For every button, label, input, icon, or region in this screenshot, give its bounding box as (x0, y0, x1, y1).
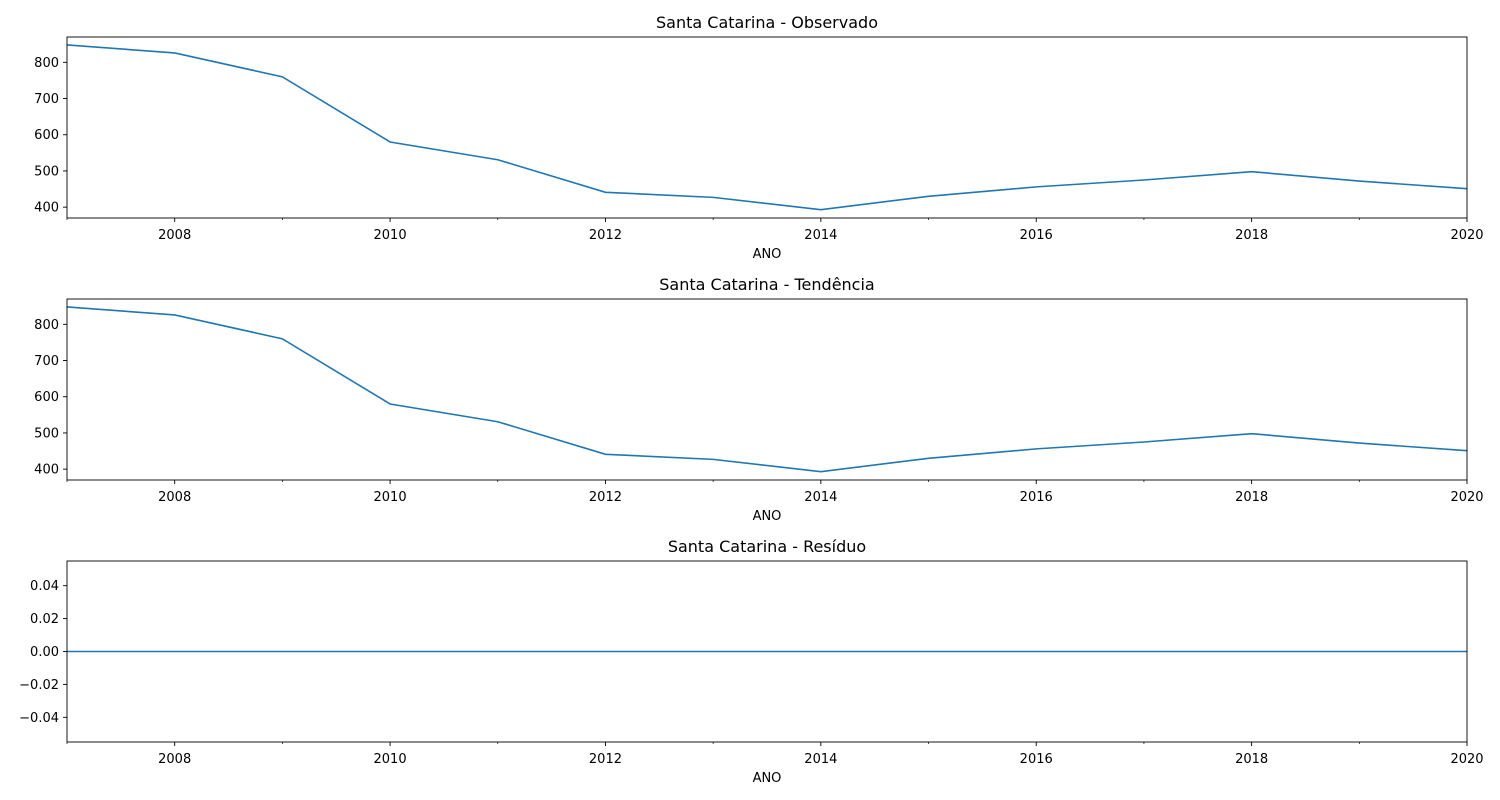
data-point (927, 195, 930, 198)
x-tick-label: 2018 (1235, 490, 1268, 505)
data-point (712, 458, 715, 461)
chart-title: Santa Catarina - Resíduo (668, 537, 866, 556)
data-point (927, 650, 930, 653)
subplot-3: 2008 2010 2012 2014 2016 2018 2020 −0.04 −0.02 0.… (19, 537, 1483, 786)
x-tick-label: 2014 (804, 228, 837, 243)
x-tick-label: 2012 (589, 490, 622, 505)
data-point (1142, 650, 1145, 653)
x-tick-label: 2008 (158, 752, 191, 767)
data-point (1035, 185, 1038, 188)
x-tick-label: 2008 (158, 490, 191, 505)
subplot-1: 2008 2010 2012 2014 2016 2018 2020 400 500 600 700… (34, 13, 1483, 262)
x-tick-label: 2020 (1450, 752, 1483, 767)
x-axis-label: ANO (753, 509, 782, 524)
x-tick-label: 2010 (374, 228, 407, 243)
data-point (1250, 432, 1253, 435)
x-axis-label: ANO (753, 771, 782, 786)
y-tick-label: −0.04 (19, 711, 59, 726)
data-point (389, 140, 392, 143)
y-tick-label: 800 (34, 318, 59, 333)
data-point (281, 75, 284, 78)
data-point (496, 158, 499, 161)
data-point (927, 457, 930, 460)
data-point (819, 208, 822, 211)
data-point (496, 420, 499, 423)
data-point (1250, 650, 1253, 653)
axes-frame (66, 36, 1468, 219)
chart-title: Santa Catarina - Tendência (659, 275, 874, 294)
data-point (281, 650, 284, 653)
y-tick-label: 0.02 (30, 612, 59, 627)
data-point (819, 650, 822, 653)
y-tick-label: 400 (34, 201, 59, 216)
axes-frame (66, 298, 1468, 481)
data-point (281, 337, 284, 340)
x-tick-label: 2016 (1020, 228, 1053, 243)
x-tick-label: 2010 (374, 490, 407, 505)
data-point (819, 470, 822, 473)
data-point (604, 191, 607, 194)
data-point (604, 650, 607, 653)
series-line (66, 306, 1468, 473)
x-tick-label: 2016 (1020, 490, 1053, 505)
x-tick-label: 2012 (589, 228, 622, 243)
y-tick-label: 400 (34, 463, 59, 478)
x-tick-label: 2014 (804, 490, 837, 505)
data-point (1250, 170, 1253, 173)
x-tick-label: 2018 (1235, 752, 1268, 767)
data-point (389, 650, 392, 653)
y-tick-label: −0.02 (19, 678, 59, 693)
data-point (173, 650, 176, 653)
data-point (1358, 442, 1361, 445)
data-point (173, 51, 176, 54)
x-tick-label: 2010 (374, 752, 407, 767)
data-point (712, 650, 715, 653)
data-point (1358, 180, 1361, 183)
y-tick-label: 0.04 (30, 579, 59, 594)
data-point (1142, 440, 1145, 443)
data-point (496, 650, 499, 653)
x-tick-label: 2008 (158, 228, 191, 243)
y-tick-label: 800 (34, 56, 59, 71)
y-tick-label: 0.00 (30, 645, 59, 660)
data-point (1035, 447, 1038, 450)
data-point (1035, 650, 1038, 653)
data-point (1358, 650, 1361, 653)
data-point (389, 402, 392, 405)
x-tick-label: 2020 (1450, 490, 1483, 505)
x-axis-label: ANO (753, 247, 782, 262)
y-tick-label: 500 (34, 426, 59, 441)
chart-title: Santa Catarina - Observado (656, 13, 878, 32)
y-tick-label: 700 (34, 92, 59, 107)
data-point (712, 196, 715, 199)
subplot-2: 2008 2010 2012 2014 2016 2018 2020 400 500 600 700… (34, 275, 1483, 524)
data-point (1142, 178, 1145, 181)
y-tick-label: 500 (34, 164, 59, 179)
x-tick-label: 2012 (589, 752, 622, 767)
x-tick-label: 2020 (1450, 228, 1483, 243)
series-line (66, 44, 1468, 211)
y-tick-label: 600 (34, 390, 59, 405)
x-tick-label: 2018 (1235, 228, 1268, 243)
y-tick-label: 700 (34, 354, 59, 369)
data-point (604, 453, 607, 456)
x-tick-label: 2016 (1020, 752, 1053, 767)
data-point (173, 313, 176, 316)
y-tick-label: 600 (34, 128, 59, 143)
x-tick-label: 2014 (804, 752, 837, 767)
